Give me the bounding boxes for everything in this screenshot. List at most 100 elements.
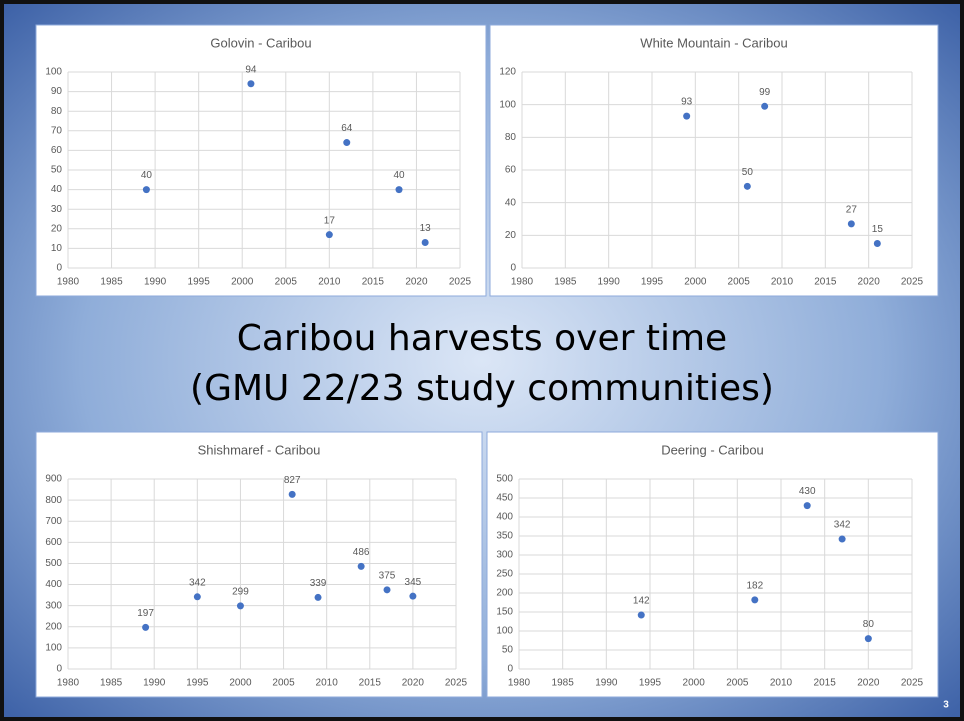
point <box>409 592 417 600</box>
x-tick-label: 2000 <box>683 678 706 689</box>
x-tick-label: 1995 <box>186 678 209 689</box>
x-tick-label: 1985 <box>554 277 577 288</box>
y-tick-label: 300 <box>496 550 513 561</box>
point <box>395 186 403 194</box>
y-tick-label: 40 <box>505 197 517 208</box>
point <box>383 586 391 594</box>
x-tick-label: 1990 <box>598 277 621 288</box>
y-tick-label: 500 <box>496 474 513 485</box>
y-tick-label: 800 <box>45 495 62 506</box>
point <box>142 186 150 194</box>
slide-title-line: (GMU 22/23 study communities) <box>190 368 774 409</box>
chart-title: Shishmaref - Caribou <box>198 442 321 457</box>
data-label: 182 <box>746 580 763 591</box>
data-label: 430 <box>799 486 816 497</box>
x-tick-label: 2020 <box>857 678 880 689</box>
x-tick-label: 2005 <box>272 678 295 689</box>
x-tick-label: 1985 <box>100 678 123 689</box>
y-tick-label: 0 <box>507 664 513 675</box>
data-label: 80 <box>863 619 875 630</box>
y-tick-label: 60 <box>505 165 517 176</box>
data-label: 142 <box>633 596 650 607</box>
x-tick-label: 2000 <box>684 277 707 288</box>
y-tick-label: 200 <box>45 621 62 632</box>
x-tick-label: 2020 <box>405 277 428 288</box>
point <box>803 502 811 510</box>
data-label: 342 <box>189 577 206 588</box>
slide-title-line: Caribou harvests over time <box>237 318 727 359</box>
data-label: 40 <box>141 170 153 181</box>
data-label: 197 <box>137 608 154 619</box>
point <box>873 240 881 247</box>
x-tick-label: 2020 <box>858 277 881 288</box>
y-tick-label: 700 <box>45 516 62 527</box>
x-tick-label: 2025 <box>445 678 468 689</box>
y-tick-label: 400 <box>45 579 62 590</box>
x-tick-label: 2005 <box>728 277 751 288</box>
page-number: 3 <box>943 700 949 711</box>
point <box>247 80 255 88</box>
point <box>357 562 365 570</box>
chart-panel <box>35 431 483 698</box>
x-tick-label: 1985 <box>552 678 575 689</box>
x-tick-label: 2000 <box>229 678 252 689</box>
point <box>683 112 691 120</box>
point <box>751 596 759 604</box>
data-label: 342 <box>834 520 851 531</box>
y-tick-label: 250 <box>496 569 513 580</box>
data-label: 17 <box>324 215 336 226</box>
point <box>288 490 296 498</box>
chart-panel <box>489 24 939 297</box>
chart-title: White Mountain - Caribou <box>640 35 787 50</box>
chart-title: Golovin - Caribou <box>210 35 311 50</box>
point <box>864 635 872 643</box>
data-label: 93 <box>681 97 693 108</box>
x-tick-label: 1990 <box>144 277 167 288</box>
y-tick-label: 10 <box>51 243 63 254</box>
point <box>637 611 645 619</box>
x-tick-label: 2025 <box>449 277 472 288</box>
x-tick-label: 2015 <box>359 678 382 689</box>
y-tick-label: 80 <box>505 132 517 143</box>
x-tick-label: 2025 <box>901 678 924 689</box>
data-label: 486 <box>353 547 370 558</box>
data-label: 15 <box>872 224 884 235</box>
point <box>838 535 846 543</box>
x-tick-label: 1995 <box>641 277 664 288</box>
point <box>325 231 333 239</box>
data-label: 27 <box>846 205 858 216</box>
y-tick-label: 80 <box>51 106 63 117</box>
data-label: 40 <box>393 170 405 181</box>
data-label: 375 <box>379 570 396 581</box>
data-label: 94 <box>245 64 257 75</box>
y-tick-label: 0 <box>56 263 62 274</box>
data-label: 50 <box>742 167 754 178</box>
point <box>343 139 351 147</box>
x-tick-label: 1985 <box>100 277 123 288</box>
point <box>847 220 855 228</box>
x-tick-label: 2010 <box>318 277 341 288</box>
x-tick-label: 1995 <box>639 678 662 689</box>
point <box>142 623 150 631</box>
x-tick-label: 2005 <box>726 678 749 689</box>
point <box>761 102 769 110</box>
y-tick-label: 100 <box>499 99 516 110</box>
x-tick-label: 2000 <box>231 277 254 288</box>
y-tick-label: 450 <box>496 493 513 504</box>
x-tick-label: 1980 <box>511 277 534 288</box>
point <box>743 182 751 190</box>
y-tick-label: 150 <box>496 607 513 618</box>
x-tick-label: 1980 <box>57 678 80 689</box>
point <box>314 593 322 601</box>
x-tick-label: 2010 <box>770 678 793 689</box>
data-label: 339 <box>310 578 327 589</box>
y-tick-label: 300 <box>45 600 62 611</box>
y-tick-label: 0 <box>510 263 516 274</box>
y-tick-label: 0 <box>56 664 62 675</box>
data-label: 299 <box>232 587 249 598</box>
x-tick-label: 2020 <box>402 678 425 689</box>
y-tick-label: 40 <box>51 184 63 195</box>
data-label: 13 <box>420 223 432 234</box>
x-tick-label: 1990 <box>143 678 166 689</box>
